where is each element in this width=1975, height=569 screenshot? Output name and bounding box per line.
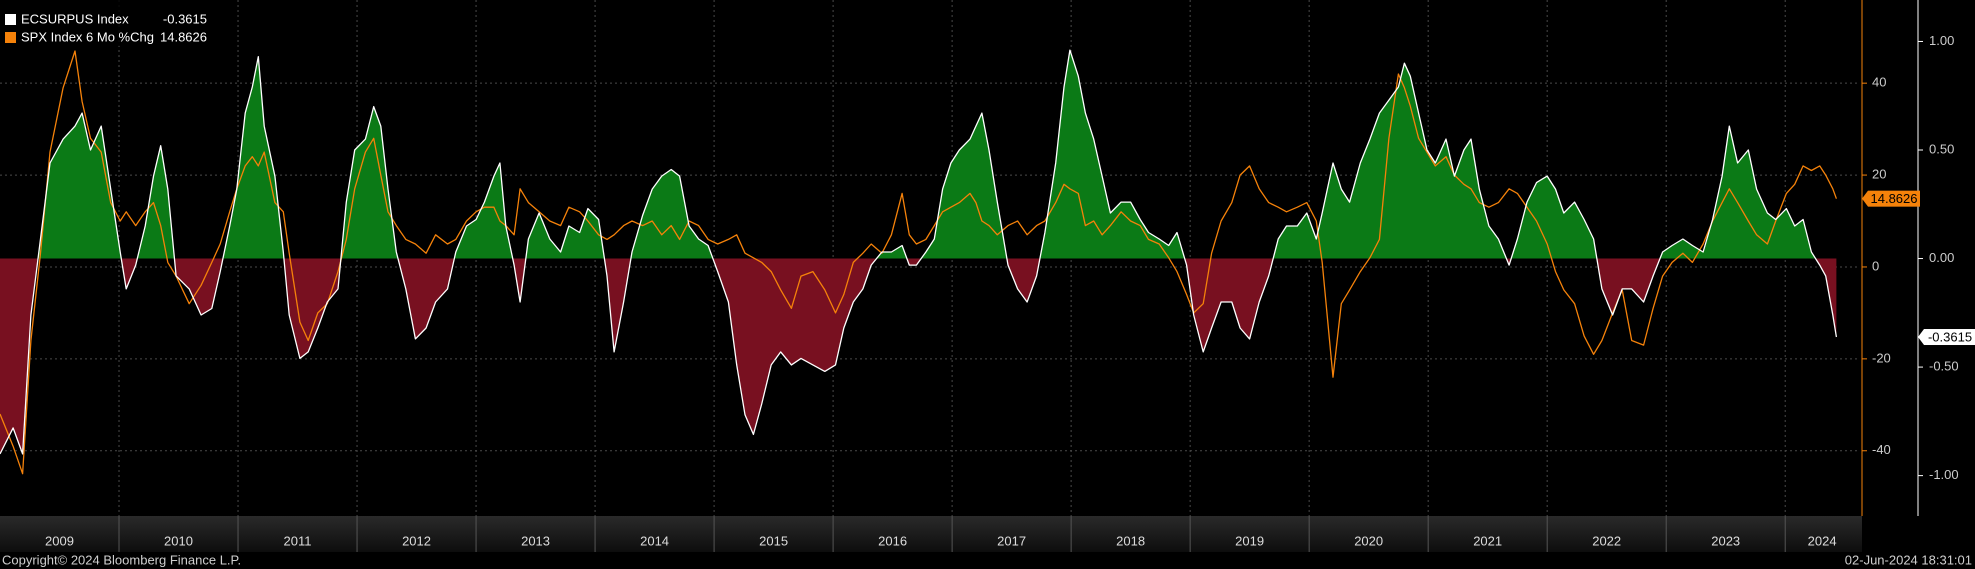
- y-tick-label: 40: [1872, 75, 1886, 90]
- last-value-tag: [1868, 190, 1920, 207]
- x-tick-label: 2024: [1808, 533, 1837, 548]
- y2-tick-label: -1.00: [1929, 467, 1959, 482]
- x-tick-label: 2014: [640, 533, 669, 548]
- legend-value: -0.3615: [163, 11, 207, 26]
- x-tick-label: 2019: [1235, 533, 1264, 548]
- x-tick-label: 2017: [997, 533, 1026, 548]
- year-bar: [0, 516, 1862, 552]
- last-value-label: -0.3615: [1928, 329, 1972, 344]
- series-line: [0, 49, 1838, 455]
- legend-label: SPX Index 6 Mo %Chg: [21, 29, 154, 44]
- x-tick-label: 2010: [164, 533, 193, 548]
- last-value-pointer: [1918, 329, 1924, 346]
- x-tick-label: 2013: [521, 533, 550, 548]
- y2-tick-label: 0.50: [1929, 141, 1954, 156]
- legend-swatch: [5, 14, 16, 25]
- y2-tick-label: 1.00: [1929, 33, 1954, 48]
- x-tick-label: 2020: [1354, 533, 1383, 548]
- y-tick-label: -40: [1872, 442, 1891, 457]
- footer-timestamp: 02-Jun-2024 18:31:01: [1845, 552, 1972, 567]
- y2-tick-label: 0.00: [1929, 250, 1954, 265]
- legend-box: [0, 0, 214, 46]
- area-negative: [0, 258, 1837, 454]
- last-value-tag: [1924, 329, 1975, 346]
- y2-tick-label: -0.50: [1929, 359, 1959, 374]
- x-tick-label: 2012: [402, 533, 431, 548]
- last-value-label: 14.8626: [1871, 191, 1918, 206]
- plot: [0, 49, 1838, 475]
- footer-copyright: Copyright© 2024 Bloomberg Finance L.P.: [2, 552, 241, 567]
- x-tick-label: 2011: [284, 533, 312, 548]
- axes: 40 20 0 -20 -40 1.00 0.50 0.00 -0.50 -1.00 2009 201…: [45, 0, 1975, 552]
- x-tick-label: 2009: [45, 533, 74, 548]
- x-tick-label: 2023: [1711, 533, 1740, 548]
- series-line: [0, 50, 1838, 475]
- y-tick-label: 0: [1872, 258, 1879, 273]
- y-tick-label: 20: [1872, 167, 1886, 182]
- legend-label: ECSURPUS Index: [21, 11, 129, 26]
- legend-swatch: [5, 32, 16, 43]
- x-tick-label: 2018: [1116, 533, 1145, 548]
- x-tick-label: 2021: [1473, 533, 1502, 548]
- legend-value: 14.8626: [160, 29, 207, 44]
- legend: ECSURPUS Index -0.3615 SPX Index 6 Mo %Chg…: [0, 0, 214, 46]
- x-tick-label: 2015: [759, 533, 788, 548]
- y-tick-label: -20: [1872, 350, 1891, 365]
- last-value-pointer: [1862, 190, 1868, 207]
- x-tick-label: 2022: [1592, 533, 1621, 548]
- x-tick-label: 2016: [878, 533, 907, 548]
